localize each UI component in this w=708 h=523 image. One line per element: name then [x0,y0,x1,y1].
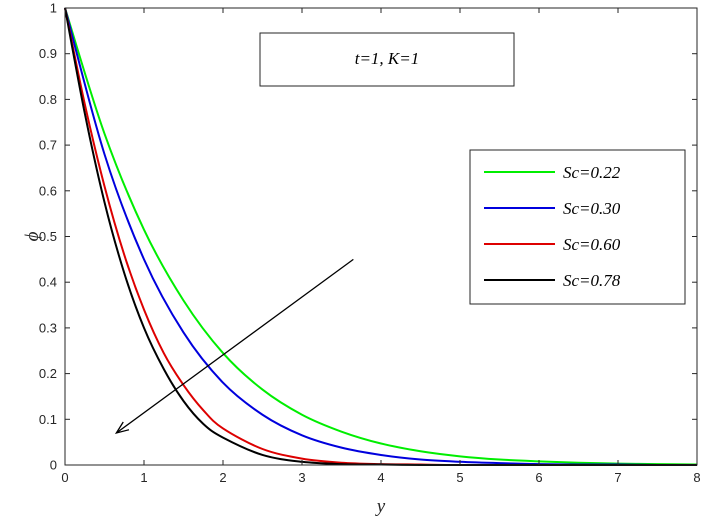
series-line-1 [64,7,698,466]
arrow-shaft [115,258,354,434]
y-tick-label: 0.3 [39,320,57,335]
x-tick-label: 4 [377,470,384,485]
legend-frame [469,149,686,305]
annotation-frame [259,32,515,87]
annotation-text: t=1, K=1 [355,49,420,68]
x-tick-label: 2 [219,470,226,485]
x-tick-label: 8 [693,470,700,485]
y-tick-label: 0.1 [39,412,57,427]
x-tick-label: 3 [298,470,305,485]
y-tick-label: 0.2 [39,366,57,381]
legend: Sc=0.22 Sc=0.30 Sc=0.60 Sc=0.78 [469,149,686,305]
annotation-box: t=1, K=1 [259,32,515,87]
x-tick-label: 5 [456,470,463,485]
y-tick-label: 0 [50,458,57,473]
y-tick-label: 1 [50,1,57,16]
legend-label-2: Sc=0.30 [563,199,621,218]
y-tick-label: 0.4 [39,275,57,290]
y-tick-label: 0.7 [39,138,57,153]
trend-arrow [114,258,354,435]
legend-label-1: Sc=0.22 [563,163,621,182]
y-tick-label: 0.9 [39,46,57,61]
x-axis-label: y [375,496,386,517]
x-tick-label: 1 [140,470,147,485]
arrow-head [114,421,130,435]
axis-ticks: 0 1 2 3 4 5 6 7 8 0 0.1 0.2 0.3 0.4 0.5 0.6 0.7 0.8 0.9 1 [39,1,701,486]
y-tick-label: 0.8 [39,92,57,107]
y-axis-label: ϕ [22,231,43,241]
x-tick-label: 0 [61,470,68,485]
y-tick-label: 0.5 [39,229,57,244]
y-tick-label: 0.6 [39,183,57,198]
legend-label-4: Sc=0.78 [563,271,621,290]
legend-label-3: Sc=0.60 [563,235,621,254]
x-tick-label: 7 [614,470,621,485]
x-tick-label: 6 [535,470,542,485]
